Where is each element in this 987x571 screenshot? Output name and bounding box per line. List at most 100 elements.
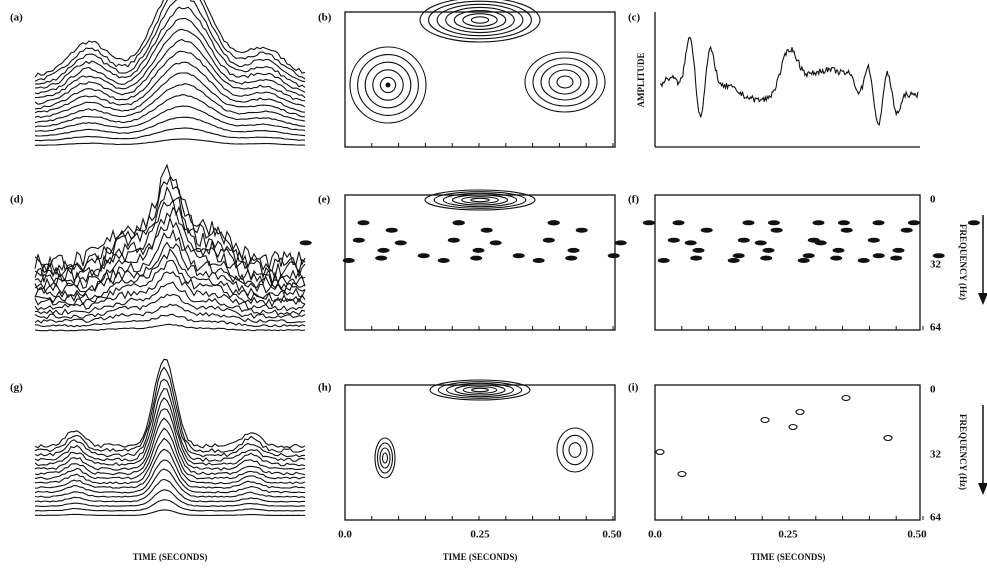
contour-blob (568, 248, 580, 253)
contour-blob (798, 258, 810, 263)
contour-blob (873, 220, 885, 225)
contour-blob (755, 240, 767, 245)
contour-blob (656, 450, 664, 455)
contour-blob (789, 425, 797, 430)
wire-line (35, 200, 305, 282)
contour (533, 58, 597, 106)
contour-blob (728, 258, 740, 263)
time-tick: 0.0 (338, 529, 352, 541)
frequency-label: FREQUENCY (Hz) (958, 414, 968, 490)
contour-blob (395, 240, 407, 245)
contour-blob (378, 248, 390, 253)
wire-line (35, 398, 305, 466)
contour-blob (481, 228, 493, 233)
contour (380, 448, 390, 468)
contour (472, 388, 489, 391)
time-tick: 0.50 (602, 529, 622, 541)
contour (463, 14, 497, 27)
contour-blob (673, 220, 685, 225)
contour-blob (768, 220, 780, 225)
wire-line (35, 469, 305, 497)
panel-label: (d) (10, 194, 24, 206)
panel-label: (f) (628, 194, 639, 206)
contour (471, 198, 489, 201)
contour (525, 52, 605, 112)
contour-blob (884, 436, 892, 441)
frequency-tick: 0 (930, 384, 936, 396)
contour (446, 7, 515, 32)
contour-blob (685, 240, 697, 245)
contour-blob (615, 240, 627, 245)
arrow (978, 215, 987, 495)
wire-line (35, 117, 305, 136)
time-label: TIME (SECONDS) (443, 552, 518, 562)
contour-blob (490, 240, 502, 245)
contour-blob (873, 253, 885, 258)
contour (437, 4, 523, 35)
contour-blob (470, 256, 482, 261)
contour-blob (658, 258, 670, 263)
panel-label: (g) (10, 382, 23, 394)
contour-dot (386, 83, 391, 88)
contour-blob (701, 228, 713, 233)
contour (429, 1, 532, 39)
contour-blob (678, 472, 686, 477)
contour-blob (513, 253, 525, 258)
contour-blob (858, 258, 870, 263)
contour-blob (796, 410, 804, 415)
contour-blob (890, 256, 902, 261)
panel-f-frame (655, 195, 920, 330)
panel-label: (b) (318, 12, 332, 24)
panel-label: (c) (628, 12, 641, 24)
contour-blob (690, 256, 702, 261)
figure: (a) (b) (c) (d) (e) (f) (g) (h) (i) AMPL… (0, 0, 987, 571)
frequency-tick: 32 (930, 449, 942, 461)
contour-blob (738, 238, 750, 243)
time-label: TIME (SECONDS) (133, 552, 208, 562)
frequency-tick: 32 (930, 259, 942, 271)
wire-line (35, 40, 305, 105)
time-tick: 0.25 (470, 529, 490, 541)
amplitude-trace (660, 37, 918, 124)
contour-blob (453, 220, 465, 225)
contour-blob (576, 228, 588, 233)
contour-blob (353, 238, 365, 243)
time-label: TIME (SECONDS) (751, 552, 826, 562)
contour (541, 64, 589, 100)
wire-line (35, 460, 305, 493)
frequency-tick: 64 (930, 512, 942, 524)
time-tick: 0.50 (907, 529, 927, 541)
frequency-tick: 64 (930, 322, 942, 334)
contour-blob (760, 256, 772, 261)
panel-e-frame (345, 195, 615, 330)
contour-blob (300, 240, 312, 245)
wire-line (35, 367, 305, 452)
contour (557, 76, 573, 88)
contour-blob (771, 228, 783, 233)
panel-label: (i) (628, 382, 639, 394)
contour-blob (968, 220, 980, 225)
contour-blob (838, 220, 850, 225)
contour (463, 387, 496, 394)
contour (471, 17, 488, 23)
contour-blob (803, 253, 815, 258)
contour-blob (358, 220, 370, 225)
contour-blob (693, 248, 705, 253)
contour-blob (668, 238, 680, 243)
contour-blob (608, 253, 620, 258)
wire-line (35, 230, 305, 294)
wire-line (35, 18, 305, 93)
contour (383, 453, 388, 463)
contour-blob (842, 396, 850, 401)
contour-blob (438, 258, 450, 263)
contour-blob (763, 248, 775, 253)
contour-blob (533, 258, 545, 263)
wire-line (35, 510, 305, 516)
contour (438, 382, 521, 399)
contour-blob (733, 253, 745, 258)
contour-blob (868, 238, 880, 243)
illustrations (35, 0, 980, 520)
frequency-tick: 0 (930, 194, 936, 206)
contour-blob (473, 248, 485, 253)
panel-label: (a) (10, 12, 23, 24)
